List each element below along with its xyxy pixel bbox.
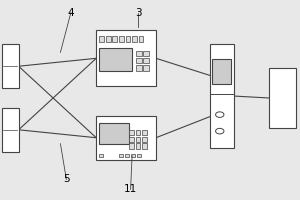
FancyBboxPatch shape — [210, 44, 234, 148]
FancyBboxPatch shape — [136, 58, 142, 63]
FancyBboxPatch shape — [132, 36, 137, 42]
FancyBboxPatch shape — [136, 137, 140, 142]
Text: 5: 5 — [63, 174, 70, 184]
FancyBboxPatch shape — [139, 36, 143, 42]
FancyBboxPatch shape — [99, 36, 104, 42]
FancyBboxPatch shape — [212, 59, 231, 84]
FancyBboxPatch shape — [136, 65, 142, 71]
FancyBboxPatch shape — [269, 68, 296, 128]
FancyBboxPatch shape — [129, 143, 134, 149]
Text: 11: 11 — [124, 184, 137, 194]
FancyBboxPatch shape — [137, 154, 141, 157]
FancyBboxPatch shape — [99, 123, 129, 144]
FancyBboxPatch shape — [136, 130, 140, 135]
Text: 3: 3 — [135, 8, 141, 18]
FancyBboxPatch shape — [125, 36, 130, 42]
Circle shape — [216, 128, 224, 134]
FancyBboxPatch shape — [142, 143, 147, 149]
FancyBboxPatch shape — [143, 51, 149, 56]
FancyBboxPatch shape — [99, 48, 132, 71]
FancyBboxPatch shape — [99, 154, 104, 157]
FancyBboxPatch shape — [2, 44, 19, 88]
FancyBboxPatch shape — [142, 130, 147, 135]
Text: 4: 4 — [68, 8, 74, 18]
Circle shape — [216, 112, 224, 117]
FancyBboxPatch shape — [142, 137, 147, 142]
FancyBboxPatch shape — [2, 108, 19, 152]
FancyBboxPatch shape — [143, 58, 149, 63]
FancyBboxPatch shape — [136, 51, 142, 56]
FancyBboxPatch shape — [143, 65, 149, 71]
FancyBboxPatch shape — [136, 143, 140, 149]
FancyBboxPatch shape — [96, 116, 156, 160]
FancyBboxPatch shape — [129, 130, 134, 135]
FancyBboxPatch shape — [96, 30, 156, 86]
FancyBboxPatch shape — [129, 137, 134, 142]
FancyBboxPatch shape — [119, 154, 123, 157]
FancyBboxPatch shape — [125, 154, 129, 157]
FancyBboxPatch shape — [112, 36, 117, 42]
FancyBboxPatch shape — [119, 36, 124, 42]
FancyBboxPatch shape — [106, 36, 111, 42]
FancyBboxPatch shape — [131, 154, 135, 157]
